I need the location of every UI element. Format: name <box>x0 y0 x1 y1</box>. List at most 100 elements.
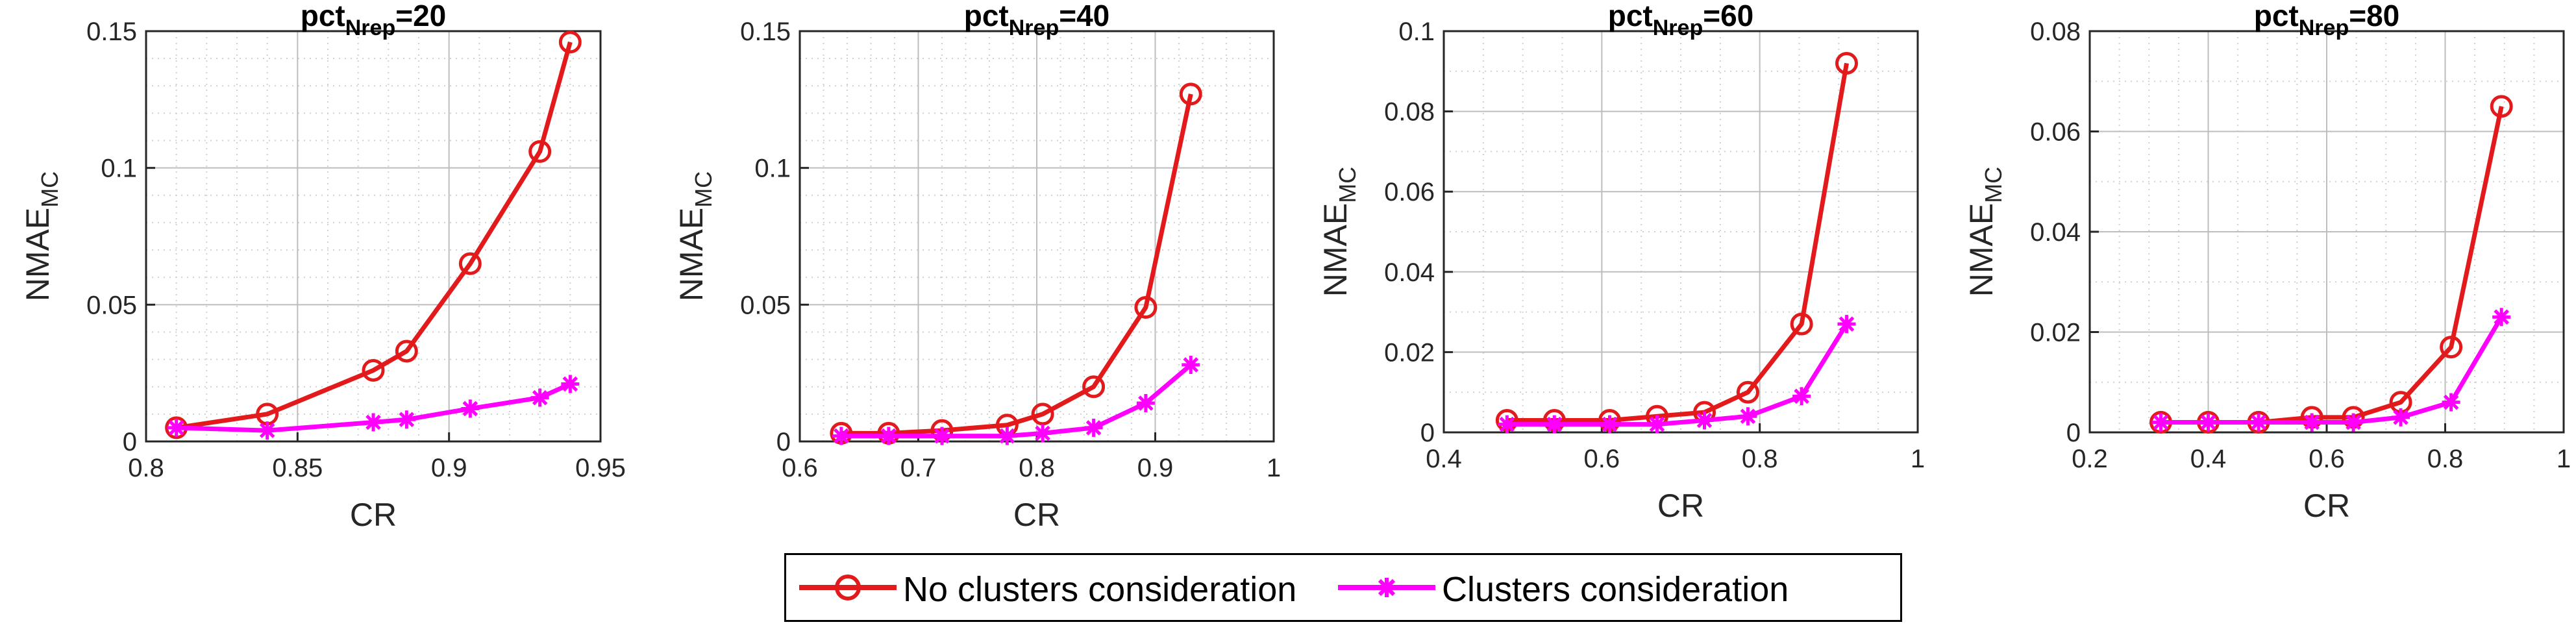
data-point-clusters <box>1136 394 1155 413</box>
x-tick-label: 0.4 <box>1426 445 1462 473</box>
data-point-no-clusters <box>1736 380 1759 404</box>
legend-marker-clusters <box>1338 578 1435 597</box>
star-stroke <box>1546 416 1563 432</box>
legend-label-clusters: Clusters consideration <box>1442 570 1789 609</box>
y-axis-label: NMAEMC <box>1963 167 2007 297</box>
data-point-clusters <box>258 421 277 440</box>
star-stroke <box>1085 420 1102 436</box>
x-tick-label: 0.4 <box>2190 445 2227 473</box>
y-axis-label-main: NMAE <box>673 208 710 301</box>
data-point-no-clusters <box>2490 95 2513 118</box>
data-point-clusters <box>364 413 382 432</box>
y-tick-label: 0.06 <box>1384 178 1435 206</box>
y-tick-label: 0.1 <box>101 155 137 183</box>
star-stroke <box>934 428 950 444</box>
data-point-no-clusters <box>2440 336 2463 359</box>
data-point-no-clusters <box>1031 402 1054 426</box>
x-tick-label: 0.6 <box>2309 445 2345 473</box>
chart-title-subscript: Nrep <box>1009 16 1059 40</box>
y-tick-label: 0.1 <box>754 155 791 183</box>
y-axis-label-main: NMAE <box>19 208 56 301</box>
data-point-clusters <box>2199 413 2218 432</box>
y-tick-label: 0 <box>2066 419 2081 447</box>
star-stroke <box>881 428 897 444</box>
axes-box <box>1443 30 1919 434</box>
x-tick-label: 0.9 <box>1137 454 1174 482</box>
chart-title-suffix: =60 <box>1703 0 1753 32</box>
star-stroke <box>532 390 548 406</box>
star-stroke <box>562 376 578 392</box>
star-stroke <box>999 428 1015 444</box>
plot-area <box>146 31 601 441</box>
x-tick-label: 0.8 <box>1019 454 1055 482</box>
y-axis-label-main: NMAE <box>1963 203 2000 297</box>
legend: No clusters consideration Clusters consi… <box>784 553 1902 622</box>
y-axis-label-subscript: MC <box>36 171 63 208</box>
data-point-clusters <box>1182 356 1200 375</box>
x-tick-label: 0.85 <box>272 454 323 482</box>
x-tick-label: 0.8 <box>2427 445 2464 473</box>
chart-title-main: pct <box>964 0 1009 32</box>
data-point-clusters <box>1600 415 1619 434</box>
data-point-no-clusters <box>458 252 482 275</box>
chart-title-suffix: =20 <box>395 0 446 32</box>
star-stroke <box>399 412 415 428</box>
axes-box <box>145 30 602 443</box>
y-tick-label: 0.05 <box>86 291 137 319</box>
y-tick-label: 0.1 <box>1398 18 1435 46</box>
data-point-clusters <box>2249 413 2268 432</box>
data-point-no-clusters <box>1134 296 1158 319</box>
star-stroke <box>2251 414 2266 430</box>
data-point-no-clusters <box>1179 82 1202 106</box>
y-axis-label: NMAEMC <box>673 171 717 301</box>
chart-title: pctNrep=80 <box>2254 0 2400 40</box>
data-point-no-clusters <box>1790 312 1813 336</box>
data-point-no-clusters <box>395 340 418 363</box>
data-point-clusters <box>561 375 580 393</box>
x-axis-label: CR <box>1657 488 1704 524</box>
y-tick-label: 0.15 <box>86 18 137 46</box>
data-point-clusters <box>461 399 480 418</box>
star-stroke <box>2393 410 2409 425</box>
chart-4: 0.2 0.4 0.6 0.8 1 0 0.02 0.04 0.06 0.08 pctNrep=80… <box>1963 0 2571 524</box>
series-line-no-clusters <box>176 41 573 430</box>
data-point-clusters <box>1498 415 1517 434</box>
star-stroke <box>2346 414 2361 430</box>
chart-title-subscript: Nrep <box>1653 16 1703 40</box>
x-axis-label: CR <box>1013 497 1060 533</box>
y-tick-label: 0 <box>123 428 137 456</box>
x-axis-label: CR <box>350 497 397 533</box>
x-tick-label: 0.8 <box>1742 445 1778 473</box>
y-axis-label: NMAEMC <box>19 171 63 301</box>
star-stroke <box>1839 316 1855 332</box>
y-tick-label: 0.15 <box>740 18 791 46</box>
x-tick-label: 0.8 <box>128 454 164 482</box>
x-tick-label: 0.95 <box>575 454 626 482</box>
data-point-clusters <box>530 388 549 407</box>
y-tick-label: 0.02 <box>1384 338 1435 367</box>
star-stroke <box>259 423 275 438</box>
star-stroke <box>1183 357 1199 373</box>
data-point-clusters <box>1739 407 1757 426</box>
y-tick-label: 0.05 <box>740 291 791 319</box>
data-point-clusters <box>1034 424 1052 443</box>
chart-title-main: pct <box>1608 0 1653 32</box>
legend-item-clusters: Clusters consideration <box>1325 555 1896 620</box>
data-point-clusters <box>2442 393 2460 412</box>
chart-title: pctNrep=40 <box>964 0 1110 40</box>
star-stroke <box>2443 394 2459 410</box>
data-point-clusters <box>1545 415 1564 434</box>
data-point-clusters <box>397 410 416 429</box>
x-tick-label: 1 <box>1911 445 1925 473</box>
x-tick-label: 1 <box>2557 445 2571 473</box>
chart-title-subscript: Nrep <box>345 16 395 40</box>
x-tick-label: 0.2 <box>2072 445 2108 473</box>
y-tick-label: 0.08 <box>2030 18 2081 46</box>
legend-item-no-clusters: No clusters consideration <box>786 555 1319 620</box>
chart-title-suffix: =40 <box>1059 0 1109 32</box>
y-tick-label: 0 <box>1420 419 1435 447</box>
star-stroke <box>2153 414 2169 430</box>
star-stroke <box>1740 408 1756 425</box>
data-point-clusters <box>2344 413 2363 432</box>
